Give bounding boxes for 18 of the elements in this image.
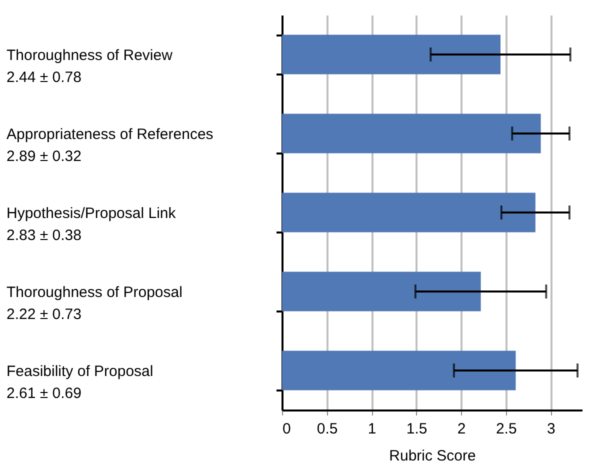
- x-tick-label: 2: [457, 420, 466, 438]
- bar: [282, 192, 536, 232]
- bar: [282, 114, 541, 154]
- x-tick-label: 3: [546, 420, 556, 438]
- y-tick-label: Feasibility of Proposal 2.61 ± 0.69: [6, 363, 154, 402]
- y-tick-label: Thoroughness of Review 2.44 ± 0.78: [6, 47, 173, 86]
- y-tick-label: Thoroughness of Proposal 2.22 ± 0.73: [6, 284, 182, 323]
- bar: [282, 350, 516, 390]
- x-tick-label: 0.5: [316, 420, 338, 438]
- y-tick-label: Hypothesis/Proposal Link 2.83 ± 0.38: [6, 205, 176, 244]
- x-tick-label: 1: [368, 420, 376, 438]
- x-tick-label: 0: [282, 420, 291, 438]
- bar: [282, 272, 481, 312]
- x-tick-label: 1.5: [406, 420, 428, 438]
- x-tick-label: 2.5: [496, 420, 517, 438]
- x-axis-title: Rubric Score: [389, 448, 476, 464]
- y-tick-label: Appropriateness of References 2.89 ± 0.32: [6, 126, 214, 165]
- bar: [282, 34, 501, 74]
